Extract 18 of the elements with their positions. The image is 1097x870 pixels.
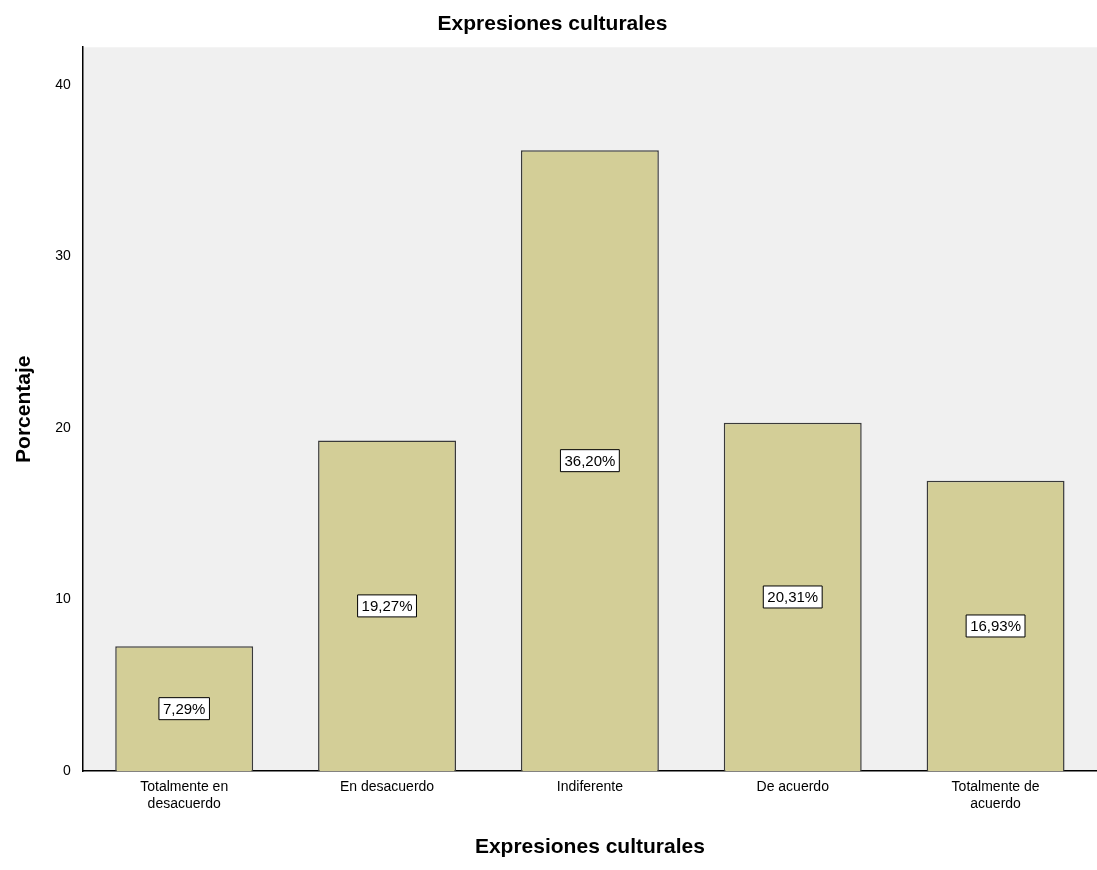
x-tick-label: En desacuerdo: [339, 778, 435, 795]
y-tick-label: 40: [55, 75, 71, 92]
y-tick-label: 20: [55, 418, 71, 435]
y-tick-label: 0: [62, 762, 71, 779]
x-tick-label: Totalmente de acuerdo: [951, 778, 1040, 812]
data-label: 7,29%: [162, 699, 206, 717]
data-label: 20,31%: [767, 588, 819, 606]
chart-title: Expresiones culturales: [437, 11, 668, 35]
data-label: 16,93%: [970, 617, 1022, 635]
x-tick-label: De acuerdo: [756, 778, 830, 795]
y-tick-label: 10: [55, 590, 71, 607]
x-tick-label: Totalmente en desacuerdo: [140, 778, 229, 812]
x-axis-title: Expresiones culturales: [474, 834, 705, 858]
y-tick-label: 30: [55, 247, 71, 264]
x-tick-label: Indiferente: [556, 778, 624, 795]
y-axis-title: Porcentaje: [11, 355, 35, 463]
data-label: 19,27%: [361, 597, 413, 615]
data-label: 36,20%: [564, 451, 616, 469]
